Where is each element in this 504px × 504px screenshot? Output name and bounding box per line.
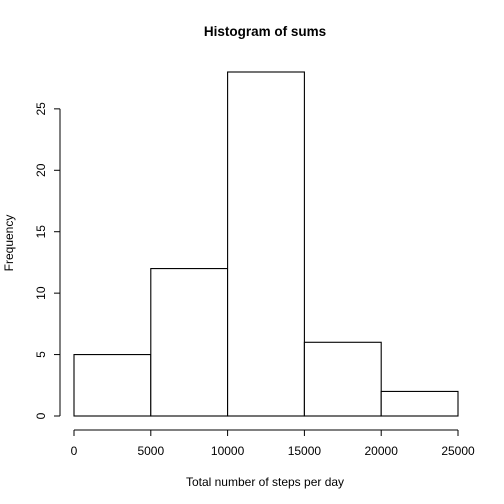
y-tick-label-1: 5 xyxy=(34,351,48,358)
x-tick-label-4: 20000 xyxy=(365,444,399,458)
y-tick-label-0: 0 xyxy=(34,412,48,419)
histogram-bar-3 xyxy=(303,341,382,417)
x-axis-label: Total number of steps per day xyxy=(186,475,344,489)
y-tick-label-4: 20 xyxy=(34,163,48,177)
x-tick-label-3: 15000 xyxy=(288,444,322,458)
x-tick-label-2: 10000 xyxy=(211,444,245,458)
histogram-bar-1 xyxy=(150,268,229,417)
histogram-bar-0 xyxy=(73,354,152,417)
bars-group xyxy=(73,71,459,417)
y-axis-label: Frequency xyxy=(2,215,16,272)
y-axis: 0 5 10 15 20 25 xyxy=(34,102,61,419)
chart-title: Histogram of sums xyxy=(204,24,326,39)
x-tick-label-5: 25000 xyxy=(441,444,475,458)
y-tick-label-2: 10 xyxy=(34,286,48,300)
x-axis: 0 5000 10000 15000 20000 25000 xyxy=(71,429,475,458)
histogram-bar-4 xyxy=(380,390,459,417)
x-tick-label-0: 0 xyxy=(71,444,78,458)
histogram-bar-2 xyxy=(227,71,305,417)
x-tick-label-1: 5000 xyxy=(137,444,164,458)
y-tick-label-3: 15 xyxy=(34,225,48,239)
y-tick-label-5: 25 xyxy=(34,102,48,116)
